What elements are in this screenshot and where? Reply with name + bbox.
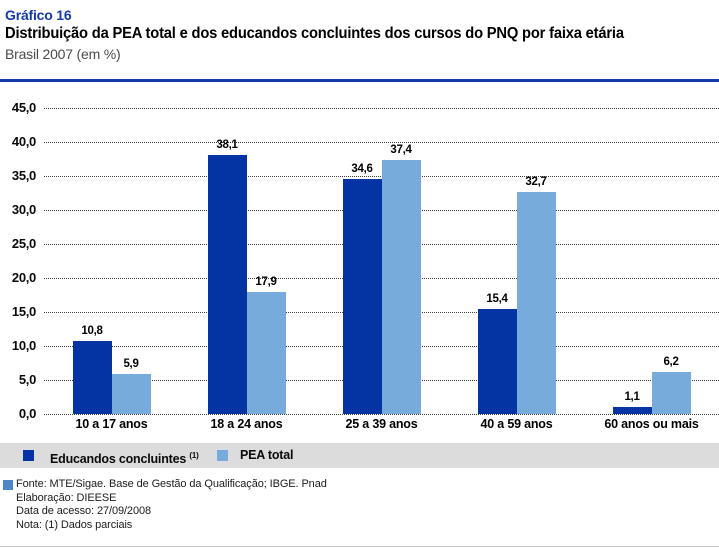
x-axis-category-label: 60 anos ou mais: [604, 417, 699, 431]
bar-educandos-concluintes: [342, 179, 382, 414]
y-axis-tick-label: 0,0: [18, 406, 36, 421]
x-axis-category-label: 25 a 39 anos: [345, 417, 418, 431]
bar-value-label: 5,9: [123, 358, 139, 370]
bar-value-label: 34,6: [351, 163, 373, 175]
y-gridline: [44, 108, 719, 109]
legend-swatch-educandos-concluintes: [23, 450, 34, 461]
bar-pea-total: [381, 160, 421, 414]
bar-value-label: 32,7: [525, 176, 547, 188]
bar-educandos-concluintes: [477, 309, 517, 414]
y-axis-tick-label: 25,0: [11, 236, 36, 251]
y-axis-tick-label: 20,0: [11, 270, 36, 285]
legend-swatch-pea-total: [217, 450, 228, 461]
legend-label-text: PEA total: [240, 448, 294, 462]
figure-number: Gráfico 16: [5, 7, 72, 23]
source-line-data-acesso: Data de acesso: 27/09/2008: [16, 505, 152, 517]
bar-value-label: 37,4: [390, 144, 412, 156]
y-axis-tick-label: 45,0: [11, 100, 36, 115]
bar-pea-total: [651, 372, 691, 414]
bar-educandos-concluintes: [207, 155, 247, 414]
legend-label-educandos-concluintes: Educandos concluintes (1): [50, 443, 199, 472]
y-axis-tick-label: 5,0: [18, 372, 36, 387]
source-marker-icon: [3, 480, 13, 490]
source-line-elaboracao: Elaboração: DIEESE: [16, 491, 117, 504]
y-axis-tick-label: 30,0: [11, 202, 36, 217]
chart-title: Distribuição da PEA total e dos educando…: [5, 25, 624, 42]
chart-legend: Educandos concluintes (1) PEA total: [0, 443, 719, 468]
source-notes: Fonte: MTE/Sigae. Base de Gestão da Qual…: [3, 478, 706, 532]
bar-value-label: 6,2: [663, 356, 679, 368]
y-axis-tick-label: 35,0: [11, 168, 36, 183]
bar-pea-total: [111, 374, 151, 414]
bar-value-label: 1,1: [624, 391, 640, 403]
source-line-nota: Nota: (1) Dados parciais: [16, 518, 133, 531]
bar-value-label: 38,1: [216, 139, 238, 151]
y-axis-tick-label: 40,0: [11, 134, 36, 149]
y-axis-tick-label: 10,0: [11, 338, 36, 353]
y-gridline: [44, 414, 719, 415]
y-axis-tick-label: 15,0: [11, 304, 36, 319]
bar-pea-total: [246, 292, 286, 414]
legend-note-superscript: (1): [189, 451, 199, 460]
x-axis-category-label: 18 a 24 anos: [210, 417, 283, 431]
source-line-fonte: Fonte: MTE/Sigae. Base de Gestão da Qual…: [16, 478, 327, 490]
header-rule: [0, 79, 719, 82]
x-axis-category-label: 40 a 59 anos: [480, 417, 553, 431]
bar-educandos-concluintes: [72, 341, 112, 414]
bar-chart-plot-area: 0,0 5,0 10,0 15,0 20,0 25,0 30,0 35,0 40,0 45,0 10…: [0, 100, 719, 443]
chart-subtitle: Brasil 2007 (em %): [5, 46, 121, 62]
legend-label-text: Educandos concluintes: [50, 452, 187, 467]
bar-value-label: 15,4: [486, 293, 508, 305]
bar-educandos-concluintes: [612, 407, 652, 414]
x-axis-category-label: 10 a 17 anos: [75, 417, 148, 431]
bar-pea-total: [516, 192, 556, 414]
y-gridline: [44, 142, 719, 143]
bar-value-label: 17,9: [255, 276, 277, 288]
bar-value-label: 10,8: [81, 325, 103, 337]
legend-label-pea-total: PEA total: [240, 443, 293, 468]
